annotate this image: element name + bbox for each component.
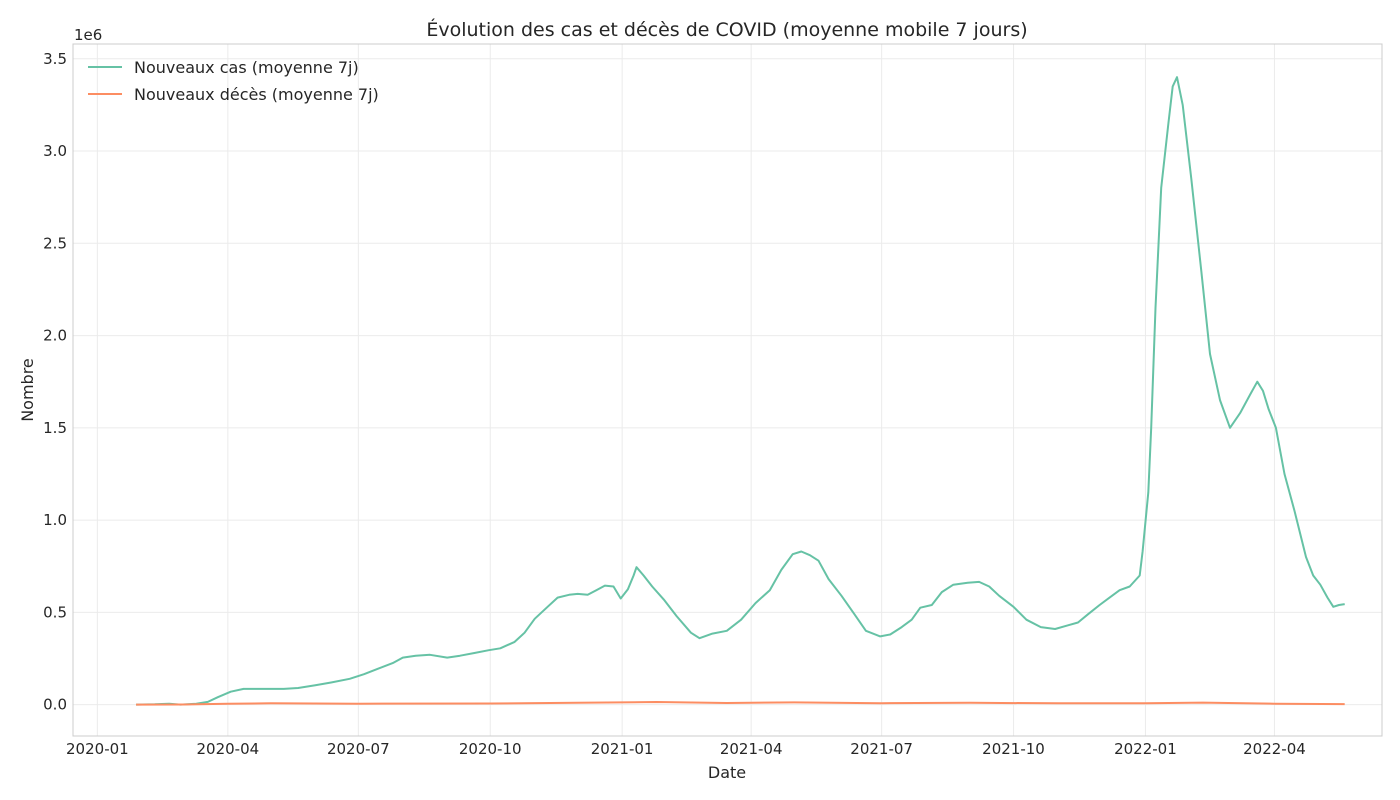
- series-layer: [136, 76, 1345, 706]
- legend-label-cases: Nouveaux cas (moyenne 7j): [134, 58, 359, 77]
- x-axis-label: Date: [708, 763, 746, 782]
- x-tick-label: 2020-04: [196, 740, 259, 758]
- x-tick-label: 2022-01: [1114, 740, 1177, 758]
- y-tick-label: 1.0: [43, 511, 67, 529]
- x-tick-label: 2021-10: [982, 740, 1045, 758]
- grid: [73, 44, 1382, 736]
- x-tick-label: 2022-04: [1243, 740, 1306, 758]
- y-tick-label: 1.5: [43, 419, 67, 437]
- y-tick-label: 3.0: [43, 142, 67, 160]
- y-offset-label: 1e6: [74, 26, 102, 44]
- x-tick-label: 2021-01: [591, 740, 654, 758]
- series-line-cases: [136, 76, 1345, 706]
- y-axis-label: Nombre: [18, 358, 37, 422]
- y-axis-ticks: 0.0 0.5 1.0 1.5 2.0 2.5 3.0 3.5: [43, 50, 67, 714]
- legend: Nouveaux cas (moyenne 7j) Nouveaux décès…: [88, 58, 379, 104]
- legend-label-deaths: Nouveaux décès (moyenne 7j): [134, 85, 379, 104]
- chart-title: Évolution des cas et décès de COVID (moy…: [426, 18, 1027, 41]
- x-tick-label: 2021-04: [720, 740, 783, 758]
- y-tick-label: 2.5: [43, 234, 67, 252]
- x-tick-label: 2020-01: [66, 740, 129, 758]
- y-tick-label: 3.5: [43, 50, 67, 68]
- y-tick-label: 0.0: [43, 696, 67, 714]
- y-tick-label: 0.5: [43, 603, 67, 621]
- x-tick-label: 2020-10: [459, 740, 522, 758]
- x-tick-label: 2021-07: [850, 740, 913, 758]
- series-line-deaths: [136, 701, 1345, 706]
- plot-frame: [72, 43, 1383, 737]
- y-tick-label: 2.0: [43, 327, 67, 345]
- x-tick-label: 2020-07: [327, 740, 390, 758]
- x-axis-ticks: 2020-01 2020-04 2020-07 2020-10 2021-01 2021-…: [66, 740, 1306, 758]
